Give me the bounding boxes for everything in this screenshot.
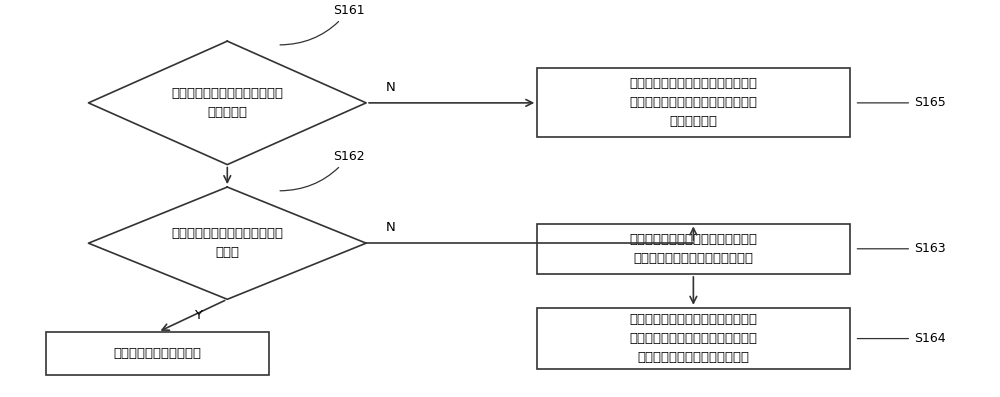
Text: 以红外方式向第二设备发送用于提示
进行第一设备与第二设备蓝牙配对的
第二提示信息: 以红外方式向第二设备发送用于提示 进行第一设备与第二设备蓝牙配对的 第二提示信息	[629, 77, 757, 128]
Text: S161: S161	[280, 4, 364, 45]
Text: 若在第一预设时间段内未回连成功，
则以红外方式向第二设备发送用于提
示语音控制失败的第一提示信息: 若在第一预设时间段内未回连成功， 则以红外方式向第二设备发送用于提 示语音控制失…	[629, 313, 757, 364]
Polygon shape	[88, 187, 366, 299]
Text: S162: S162	[280, 150, 364, 191]
Bar	[46, 332, 269, 375]
Text: 与第二设备进行蓝牙通信: 与第二设备进行蓝牙通信	[114, 347, 202, 360]
Polygon shape	[88, 41, 366, 165]
Text: S164: S164	[857, 332, 946, 345]
Text: N: N	[386, 81, 396, 94]
Bar	[537, 308, 850, 370]
Text: N: N	[386, 221, 396, 234]
Text: 判断与第二设备是否处于蓝牙连
接状态: 判断与第二设备是否处于蓝牙连 接状态	[171, 227, 283, 259]
Text: S165: S165	[857, 96, 946, 110]
Bar	[537, 224, 850, 274]
Bar	[537, 68, 850, 137]
Text: 以蓝牙方式向第二设备发送回连广播
，以与第二设备之间建立蓝牙连接: 以蓝牙方式向第二设备发送回连广播 ，以与第二设备之间建立蓝牙连接	[629, 233, 757, 265]
Text: 判断与第二设备之间是否已进行
过蓝牙配对: 判断与第二设备之间是否已进行 过蓝牙配对	[171, 87, 283, 119]
Text: Y: Y	[195, 308, 203, 322]
Text: S163: S163	[857, 242, 946, 255]
